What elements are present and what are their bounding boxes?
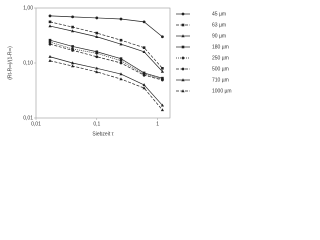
marker <box>119 17 123 21</box>
legend-marker <box>181 78 185 82</box>
marker <box>48 38 52 42</box>
plot-frame <box>35 7 171 119</box>
marker <box>48 59 52 62</box>
legend-label: 63 µm <box>212 22 226 28</box>
y-tick-label: 1,00 <box>23 5 33 11</box>
legend-marker <box>181 89 185 93</box>
marker <box>160 103 165 107</box>
marker <box>142 20 146 24</box>
marker <box>95 51 99 56</box>
marker <box>71 48 75 52</box>
x-tick-label: 0,01 <box>31 121 41 127</box>
marker <box>95 35 99 38</box>
marker <box>160 69 165 73</box>
marker <box>142 83 146 87</box>
marker <box>161 35 164 39</box>
marker <box>119 57 123 60</box>
y-axis-label: (Rt-R∞)/(1-R∞) <box>7 46 13 80</box>
marker <box>142 86 146 90</box>
marker <box>71 64 75 68</box>
legend-marker <box>181 34 185 38</box>
marker <box>161 67 164 70</box>
marker <box>119 42 123 46</box>
marker <box>48 24 52 28</box>
marker <box>95 31 99 35</box>
marker <box>71 45 74 48</box>
legend-label: 710 µm <box>212 77 229 83</box>
x-tick-label: 1 <box>156 121 159 127</box>
legend-label: 1000 µm <box>212 88 232 94</box>
y-tick-label: 0,10 <box>23 60 33 66</box>
marker <box>95 55 99 59</box>
legend-marker <box>181 12 185 16</box>
x-tick-label: 0,1 <box>93 121 100 127</box>
marker <box>142 50 146 53</box>
legend-marker <box>181 45 185 49</box>
marker <box>95 66 99 70</box>
marker <box>71 25 74 29</box>
series-line <box>49 39 163 79</box>
legend-label: 45 µm <box>212 11 226 17</box>
x-axis-label: Siebzeit τ <box>92 131 113 137</box>
y-tick-label: 0,01 <box>23 115 33 121</box>
legend-marker <box>181 67 185 71</box>
series-line <box>49 43 163 81</box>
marker <box>48 14 52 18</box>
series-line <box>49 41 163 80</box>
legend-label: 180 µm <box>212 44 229 50</box>
series-line <box>49 25 163 72</box>
marker <box>48 20 52 24</box>
marker <box>119 77 123 81</box>
marker <box>48 55 52 58</box>
marker <box>48 42 52 46</box>
series-line <box>49 15 163 38</box>
series-line <box>49 21 163 69</box>
marker <box>48 40 52 44</box>
marker <box>119 59 123 63</box>
legend-label: 250 µm <box>212 55 229 61</box>
series-line <box>49 56 163 106</box>
marker <box>119 38 123 42</box>
marker <box>71 15 75 19</box>
legend-marker <box>181 23 185 27</box>
chart: Siebzeit τ (Rt-R∞)/(1-R∞) 0,01 0,10 1,00 0,… <box>7 5 232 137</box>
series-line <box>49 60 163 111</box>
marker <box>142 46 146 49</box>
marker <box>95 70 99 74</box>
marker <box>71 29 75 33</box>
legend-label: 500 µm <box>212 66 229 72</box>
marker <box>160 108 165 112</box>
marker <box>119 61 123 65</box>
legend-marker <box>181 56 185 60</box>
marker <box>119 72 123 76</box>
marker <box>71 61 75 65</box>
legend-label: 90 µm <box>212 33 226 39</box>
marker <box>95 16 99 20</box>
marker <box>161 78 164 82</box>
marker <box>142 73 146 77</box>
